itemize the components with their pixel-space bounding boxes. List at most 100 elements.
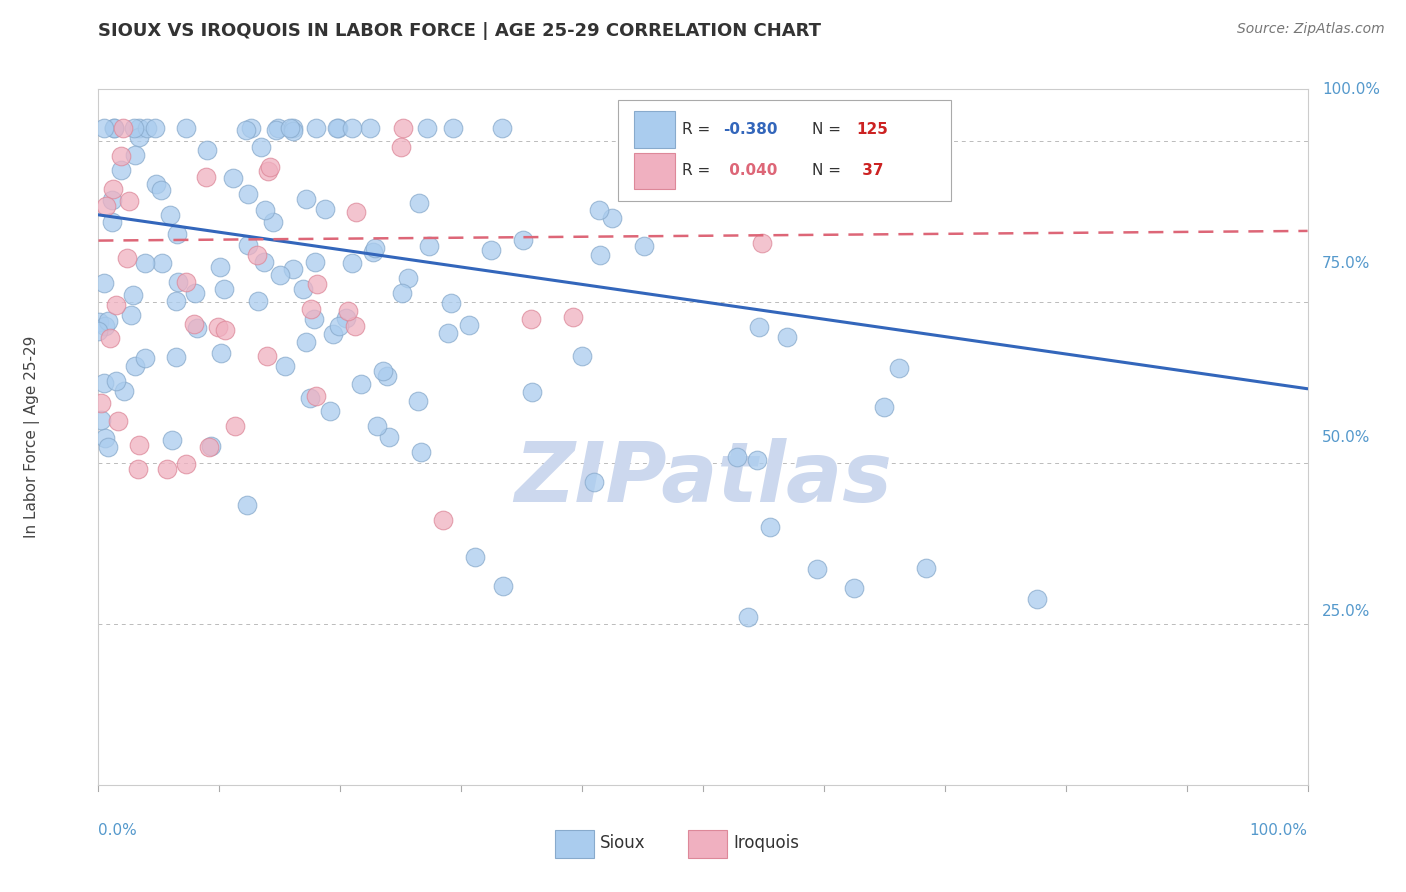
Point bbox=[183, 317, 205, 331]
Point bbox=[87, 324, 110, 338]
Point bbox=[264, 123, 287, 137]
Point bbox=[209, 346, 232, 360]
Point bbox=[224, 419, 246, 434]
Point bbox=[97, 314, 120, 328]
Point bbox=[245, 248, 267, 262]
Point bbox=[361, 245, 384, 260]
Point bbox=[747, 319, 769, 334]
Point bbox=[464, 550, 486, 565]
Point bbox=[214, 323, 236, 337]
Point bbox=[256, 349, 278, 363]
Point bbox=[156, 462, 179, 476]
Point bbox=[200, 439, 222, 453]
Point bbox=[208, 260, 231, 275]
Point bbox=[432, 513, 454, 527]
Point bbox=[150, 256, 173, 270]
Text: Iroquois: Iroquois bbox=[734, 834, 799, 852]
Point bbox=[299, 302, 322, 317]
FancyBboxPatch shape bbox=[555, 830, 595, 858]
Point bbox=[124, 359, 146, 374]
Point bbox=[195, 144, 218, 158]
Point bbox=[257, 164, 280, 178]
Point bbox=[326, 120, 349, 135]
Point bbox=[305, 389, 328, 403]
Point bbox=[408, 196, 430, 211]
Point bbox=[150, 183, 173, 197]
Point bbox=[787, 120, 810, 135]
Text: 0.0%: 0.0% bbox=[98, 823, 138, 838]
Point bbox=[491, 120, 513, 135]
Point bbox=[391, 285, 413, 300]
Point bbox=[120, 308, 142, 322]
Point bbox=[806, 561, 828, 575]
Point bbox=[100, 215, 122, 229]
Point bbox=[166, 227, 188, 241]
Point bbox=[600, 211, 623, 225]
Text: R =: R = bbox=[682, 163, 716, 178]
Point bbox=[124, 148, 146, 162]
Point bbox=[89, 315, 111, 329]
Point bbox=[235, 122, 257, 136]
Point bbox=[378, 430, 401, 444]
Point bbox=[273, 359, 295, 373]
Point bbox=[582, 475, 605, 489]
Point bbox=[1025, 591, 1047, 606]
Point bbox=[110, 149, 132, 163]
Point bbox=[298, 391, 321, 405]
Point bbox=[267, 120, 290, 135]
Point bbox=[134, 351, 156, 365]
Point bbox=[305, 120, 328, 135]
Point bbox=[110, 162, 132, 177]
Point bbox=[359, 120, 381, 135]
Point bbox=[479, 244, 502, 258]
Point bbox=[759, 520, 782, 534]
Point bbox=[457, 318, 479, 332]
Point bbox=[105, 298, 128, 312]
Text: Sioux: Sioux bbox=[600, 834, 645, 852]
Point bbox=[115, 252, 138, 266]
Point bbox=[103, 120, 125, 135]
Point bbox=[873, 401, 896, 415]
Point bbox=[295, 335, 318, 350]
Point bbox=[440, 295, 463, 310]
Point bbox=[307, 277, 329, 291]
Point bbox=[396, 271, 419, 285]
Point bbox=[520, 312, 543, 326]
Point bbox=[326, 120, 349, 135]
Point bbox=[118, 194, 141, 209]
Text: In Labor Force | Age 25-29: In Labor Force | Age 25-29 bbox=[24, 336, 39, 538]
Point bbox=[281, 120, 304, 135]
Point bbox=[304, 255, 326, 269]
Point bbox=[373, 364, 395, 378]
FancyBboxPatch shape bbox=[634, 153, 675, 189]
Text: N =: N = bbox=[811, 122, 845, 136]
Point bbox=[737, 610, 759, 624]
Point bbox=[915, 561, 938, 575]
Point bbox=[512, 234, 534, 248]
Point bbox=[98, 331, 121, 345]
Text: -0.380: -0.380 bbox=[724, 122, 778, 136]
Point bbox=[127, 461, 149, 475]
Point bbox=[159, 208, 181, 222]
Point bbox=[111, 120, 134, 135]
Point bbox=[492, 579, 515, 593]
Text: 37: 37 bbox=[856, 163, 883, 178]
FancyBboxPatch shape bbox=[619, 100, 950, 201]
Point bbox=[725, 450, 748, 464]
Point bbox=[122, 120, 145, 135]
Point bbox=[304, 311, 326, 326]
Point bbox=[375, 368, 398, 383]
Point bbox=[235, 498, 257, 512]
Point bbox=[389, 139, 412, 153]
Point bbox=[174, 120, 197, 135]
Point bbox=[319, 404, 342, 418]
Point bbox=[174, 458, 197, 472]
Text: 100.0%: 100.0% bbox=[1250, 823, 1308, 838]
Point bbox=[90, 413, 112, 427]
Point bbox=[281, 123, 304, 137]
Point bbox=[328, 318, 350, 333]
Point bbox=[844, 582, 866, 596]
Text: 25.0%: 25.0% bbox=[1322, 604, 1371, 618]
Point bbox=[101, 182, 124, 196]
Point bbox=[107, 414, 129, 428]
